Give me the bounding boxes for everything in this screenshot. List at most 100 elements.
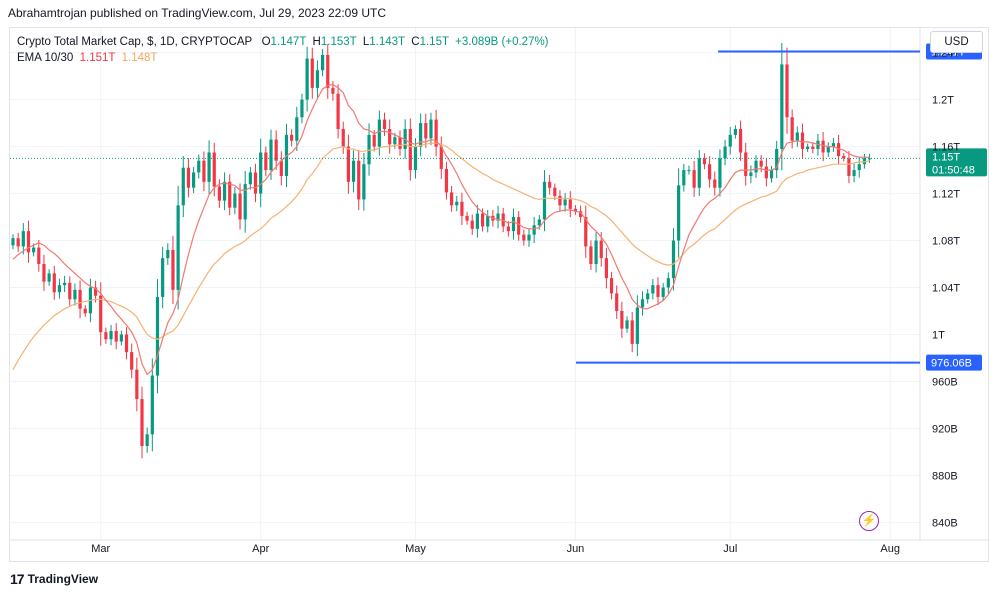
candle-body xyxy=(460,201,464,216)
candle-body xyxy=(687,170,691,172)
candle-body xyxy=(775,148,779,171)
candle-body xyxy=(480,213,485,227)
candle-body xyxy=(486,215,490,227)
candle-body xyxy=(233,193,237,208)
candle-body xyxy=(589,246,593,265)
candle-body xyxy=(697,158,701,188)
candle-body xyxy=(692,170,696,188)
candle-body xyxy=(708,164,712,180)
support-level-tag xyxy=(926,354,982,371)
candle-body xyxy=(310,58,314,88)
candle-body xyxy=(615,293,619,312)
candle-body xyxy=(656,285,660,297)
candle-body xyxy=(321,55,325,71)
candle-body xyxy=(419,123,423,147)
candle-body xyxy=(532,225,536,235)
y-tick-label: 840B xyxy=(932,517,958,529)
candle-body xyxy=(42,264,46,282)
candle-body xyxy=(300,99,304,118)
candle-body xyxy=(37,247,41,265)
low-value: 1.143T xyxy=(369,36,405,48)
candle-body xyxy=(744,152,748,176)
candle-body xyxy=(104,332,108,340)
candle-body xyxy=(315,70,320,88)
x-tick-label: Apr xyxy=(252,543,269,555)
candle-body xyxy=(181,167,185,206)
candle-body xyxy=(166,249,170,259)
candle-body xyxy=(604,258,608,279)
candle-body xyxy=(372,134,376,147)
candle-body xyxy=(377,119,381,147)
candle-body xyxy=(295,117,299,141)
candle-body xyxy=(197,160,201,173)
candle-body xyxy=(26,231,31,253)
ema30-line xyxy=(12,142,870,370)
candle-body xyxy=(790,117,794,141)
alert-bolt-icon[interactable]: ⚡ xyxy=(859,511,879,531)
candle-body xyxy=(842,156,846,159)
x-axis: Mar Apr May Jun Jul Aug xyxy=(91,543,900,555)
candle-body xyxy=(800,132,805,149)
candle-body xyxy=(382,119,387,129)
candle-body xyxy=(682,170,686,186)
candle-body xyxy=(408,128,412,171)
candle-body xyxy=(21,231,25,247)
candle-body xyxy=(599,240,603,259)
currency-button[interactable]: USD xyxy=(930,31,983,53)
candle-body xyxy=(470,220,474,229)
candle-body xyxy=(517,217,521,235)
candle-body xyxy=(140,399,144,447)
x-tick-label: Jul xyxy=(723,543,737,555)
candle-body xyxy=(671,240,676,279)
candle-body xyxy=(192,172,196,188)
x-tick-label: Jun xyxy=(567,543,585,555)
candle-body xyxy=(754,160,758,173)
candle-body xyxy=(785,64,789,118)
candle-body xyxy=(78,289,82,309)
candle-body xyxy=(52,273,56,293)
candle-body xyxy=(109,330,113,340)
candle-body xyxy=(63,282,67,286)
high-label: H xyxy=(312,36,321,48)
candle-body xyxy=(795,132,799,141)
candle-body xyxy=(186,167,191,188)
candle-body xyxy=(713,179,717,188)
candle-body xyxy=(331,87,335,94)
footer-brand[interactable]: 17 TradingView xyxy=(10,571,98,587)
candle-body xyxy=(130,352,134,370)
candle-body xyxy=(305,58,309,100)
candle-body xyxy=(511,217,516,232)
candle-body xyxy=(73,289,77,300)
candle-body xyxy=(450,192,454,206)
candle-body xyxy=(728,134,732,147)
candle-body xyxy=(455,201,459,206)
candle-body xyxy=(558,195,562,206)
symbol-title[interactable]: Crypto Total Market Cap, $, 1D, CRYPTOCA… xyxy=(17,36,252,48)
y-tick-label: 1.08T xyxy=(932,236,960,248)
candle-body xyxy=(248,172,252,185)
candle-body xyxy=(548,181,552,188)
y-tick-label: 1.16T xyxy=(932,142,960,154)
candle-body xyxy=(630,320,634,344)
candle-body xyxy=(336,93,340,129)
candle-body xyxy=(11,238,15,246)
candle-body xyxy=(264,152,268,171)
x-tick-label: Aug xyxy=(880,543,900,555)
candle-body xyxy=(326,55,330,88)
candle-body xyxy=(207,152,211,182)
candle-body xyxy=(145,434,149,447)
candle-body xyxy=(434,119,438,147)
candle-body xyxy=(212,152,216,187)
publish-line: Abrahamtrojan published on TradingView.c… xyxy=(8,6,387,20)
candle-body xyxy=(57,285,62,293)
candle-body xyxy=(274,139,278,161)
candle-body xyxy=(640,299,645,308)
ema-label[interactable]: EMA 10/30 xyxy=(17,52,74,64)
ema30-value: 1.148T xyxy=(121,52,158,64)
close-value: 1.15T xyxy=(419,36,449,48)
candle-body xyxy=(475,213,479,229)
x-tick-label: May xyxy=(405,543,426,555)
y-tick-label: 1T xyxy=(932,329,945,341)
tradingview-logo-icon: 17 xyxy=(10,571,25,587)
